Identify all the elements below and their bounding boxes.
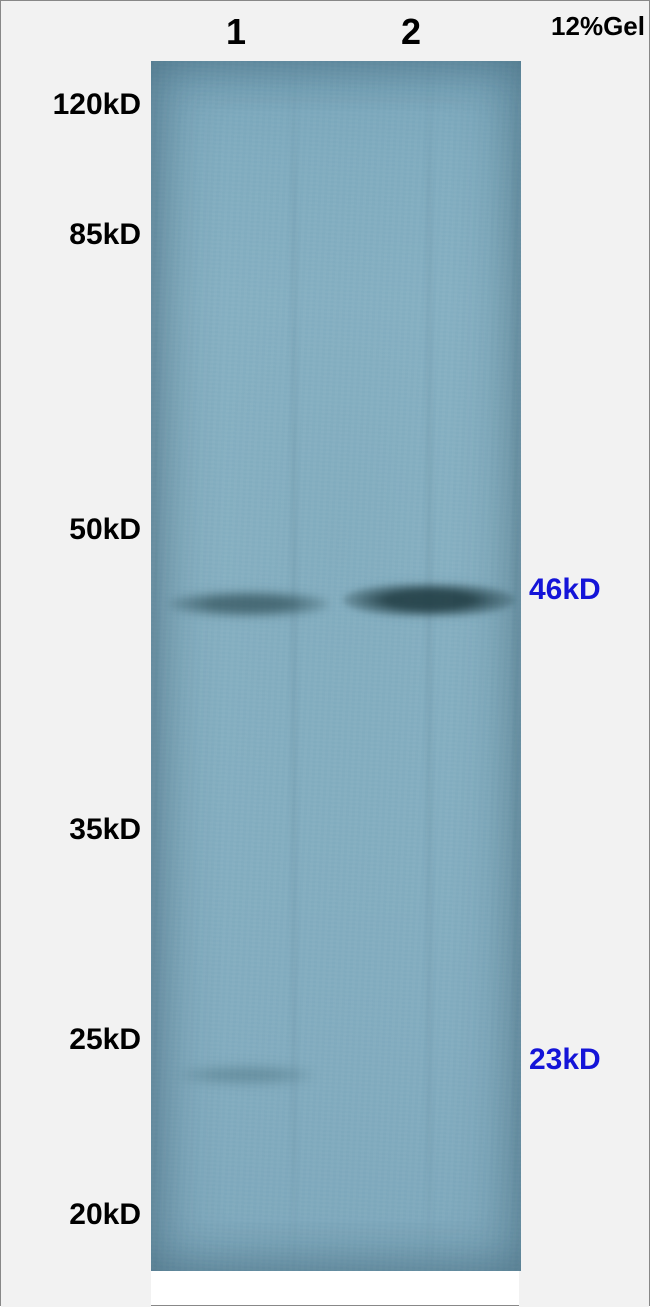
band-lane1-23kd <box>179 1066 314 1084</box>
ladder-column <box>1 1 151 1307</box>
blot-image <box>151 61 521 1271</box>
blot-streak <box>513 61 519 1271</box>
target-column <box>519 1 649 1307</box>
lane-number-2: 2 <box>401 11 421 53</box>
ladder-label: 35kD <box>1 813 141 847</box>
blot-noise <box>151 61 521 1271</box>
lane-number-1: 1 <box>226 11 246 53</box>
blot-figure: 1 2 12%Gel 120kD 85kD 50kD 35kD 25kD 20kD 46k… <box>0 0 650 1306</box>
ladder-label: 20kD <box>1 1198 141 1232</box>
gel-percent-label: 12%Gel <box>551 11 645 42</box>
band-lane2-46kd <box>343 583 515 617</box>
ladder-label: 25kD <box>1 1023 141 1057</box>
ladder-label: 120kD <box>1 88 141 122</box>
ladder-label: 85kD <box>1 218 141 252</box>
target-label: 23kD <box>529 1043 601 1077</box>
band-lane1-46kd <box>169 591 329 617</box>
blot-streak <box>291 61 297 1271</box>
blot-streak <box>426 61 432 1271</box>
ladder-label: 50kD <box>1 513 141 547</box>
blot-streak <box>153 61 159 1271</box>
lane-header: 1 2 <box>151 1 519 61</box>
target-label: 46kD <box>529 573 601 607</box>
